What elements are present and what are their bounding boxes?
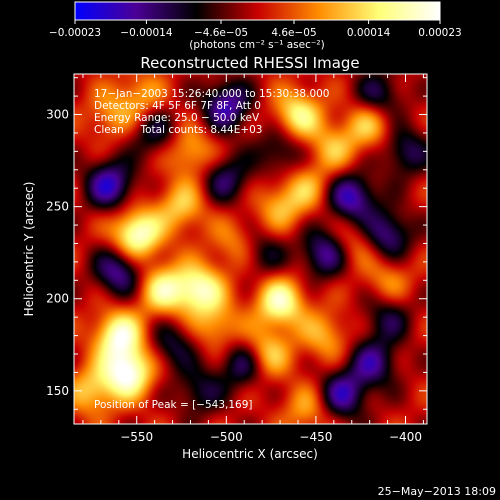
x-tick-label: −400 <box>389 430 422 444</box>
y-tick-label: 300 <box>46 108 69 122</box>
annotation-block: 17−Jan−2003 15:26:40.000 to 15:30:38.000… <box>94 88 330 136</box>
colorbar-ticks: −0.00023 −0.00014 −4.6e−05 4.6e−05 0.00014 0.… <box>49 20 462 39</box>
colorbar-unit-label: (photons cm⁻² s⁻¹ asec⁻²) <box>189 39 324 51</box>
y-tick-label: 250 <box>46 200 69 214</box>
annotation-energy-range: Energy Range: 25.0 − 50.0 keV <box>94 112 260 124</box>
axes-frame <box>73 73 428 425</box>
x-tick-label: −550 <box>120 430 153 444</box>
peak-position-label: Position of Peak = [−543,169] <box>94 399 253 411</box>
heatmap-image <box>74 74 427 424</box>
y-axis-ticks: 150 200 250 300 <box>46 77 427 410</box>
colorbar-tick-label: −0.00023 <box>49 27 101 39</box>
colorbar <box>74 1 441 21</box>
y-tick-label: 200 <box>46 292 69 306</box>
annotation-detectors: Detectors: 4F 5F 6F 7F 8F, Att 0 <box>94 100 261 112</box>
timestamp: 25−May−2013 18:09 <box>378 485 496 498</box>
y-axis-label: Heliocentric Y (arcsec) <box>22 182 36 317</box>
colorbar-tick-label: −0.00014 <box>120 27 173 39</box>
colorbar-tick-label: 4.6e−05 <box>271 27 316 39</box>
x-axis-label: Heliocentric X (arcsec) <box>182 447 318 461</box>
colorbar-tick-label: 0.00014 <box>347 27 391 39</box>
annotation-clean-counts: Clean Total counts: 8.44E+03 <box>94 124 263 136</box>
colorbar-tick-label: 0.00023 <box>418 27 461 39</box>
chart-title: Reconstructed RHESSI Image <box>140 54 359 72</box>
x-axis-ticks: −550 −500 −450 −400 <box>82 74 424 444</box>
x-tick-label: −450 <box>299 430 332 444</box>
x-tick-label: −500 <box>210 430 243 444</box>
colorbar-tick-label: −4.6e−05 <box>194 27 248 39</box>
plot-area <box>74 74 427 424</box>
y-tick-label: 150 <box>46 384 69 398</box>
annotation-time-range: 17−Jan−2003 15:26:40.000 to 15:30:38.000 <box>94 88 330 100</box>
